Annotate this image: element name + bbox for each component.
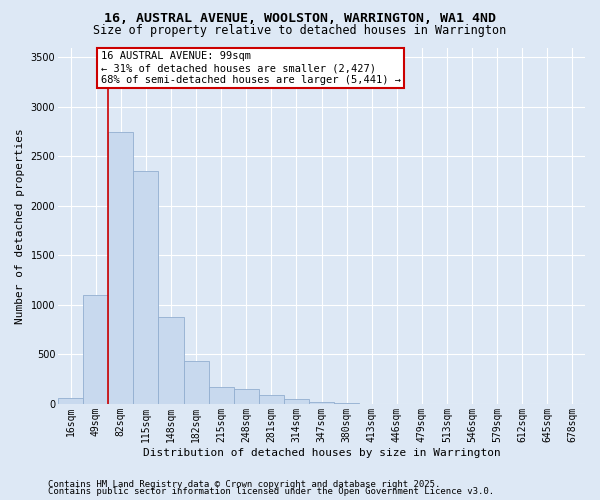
Text: Size of property relative to detached houses in Warrington: Size of property relative to detached ho… (94, 24, 506, 37)
Bar (158, 318, 184, 404)
Bar (83, 295, 108, 404)
Bar (133, 172, 158, 404)
Text: Contains HM Land Registry data © Crown copyright and database right 2025.: Contains HM Land Registry data © Crown c… (48, 480, 440, 489)
Y-axis label: Number of detached properties: Number of detached properties (15, 128, 25, 324)
Bar (58, 398, 83, 404)
Bar (309, 402, 334, 404)
Bar (209, 386, 234, 404)
Bar (108, 132, 133, 404)
Bar (259, 394, 284, 404)
Bar (234, 388, 259, 404)
Bar (184, 362, 209, 404)
Text: 16, AUSTRAL AVENUE, WOOLSTON, WARRINGTON, WA1 4ND: 16, AUSTRAL AVENUE, WOOLSTON, WARRINGTON… (104, 12, 496, 26)
Bar (284, 399, 309, 404)
X-axis label: Distribution of detached houses by size in Warrington: Distribution of detached houses by size … (143, 448, 500, 458)
Text: Contains public sector information licensed under the Open Government Licence v3: Contains public sector information licen… (48, 488, 494, 496)
Text: 16 AUSTRAL AVENUE: 99sqm
← 31% of detached houses are smaller (2,427)
68% of sem: 16 AUSTRAL AVENUE: 99sqm ← 31% of detach… (101, 52, 401, 84)
Bar (334, 403, 359, 404)
